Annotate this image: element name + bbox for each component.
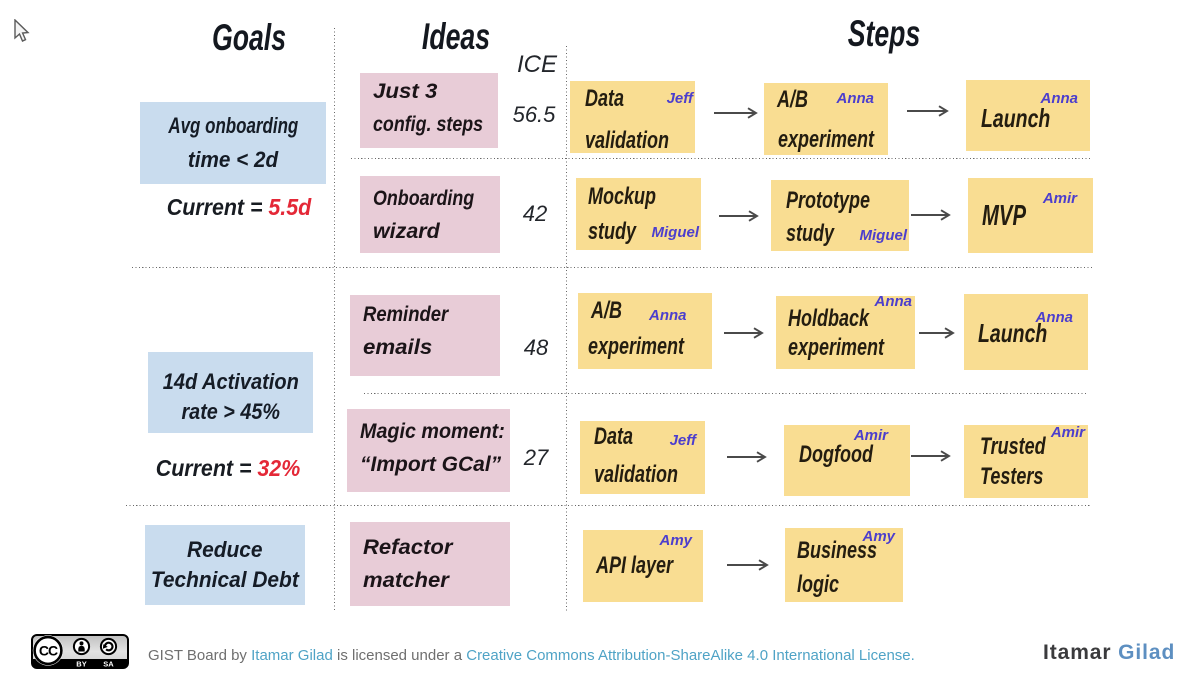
svg-text:CC: CC	[39, 643, 58, 659]
svg-text:SA: SA	[103, 660, 114, 669]
svg-text:BY: BY	[76, 660, 86, 669]
